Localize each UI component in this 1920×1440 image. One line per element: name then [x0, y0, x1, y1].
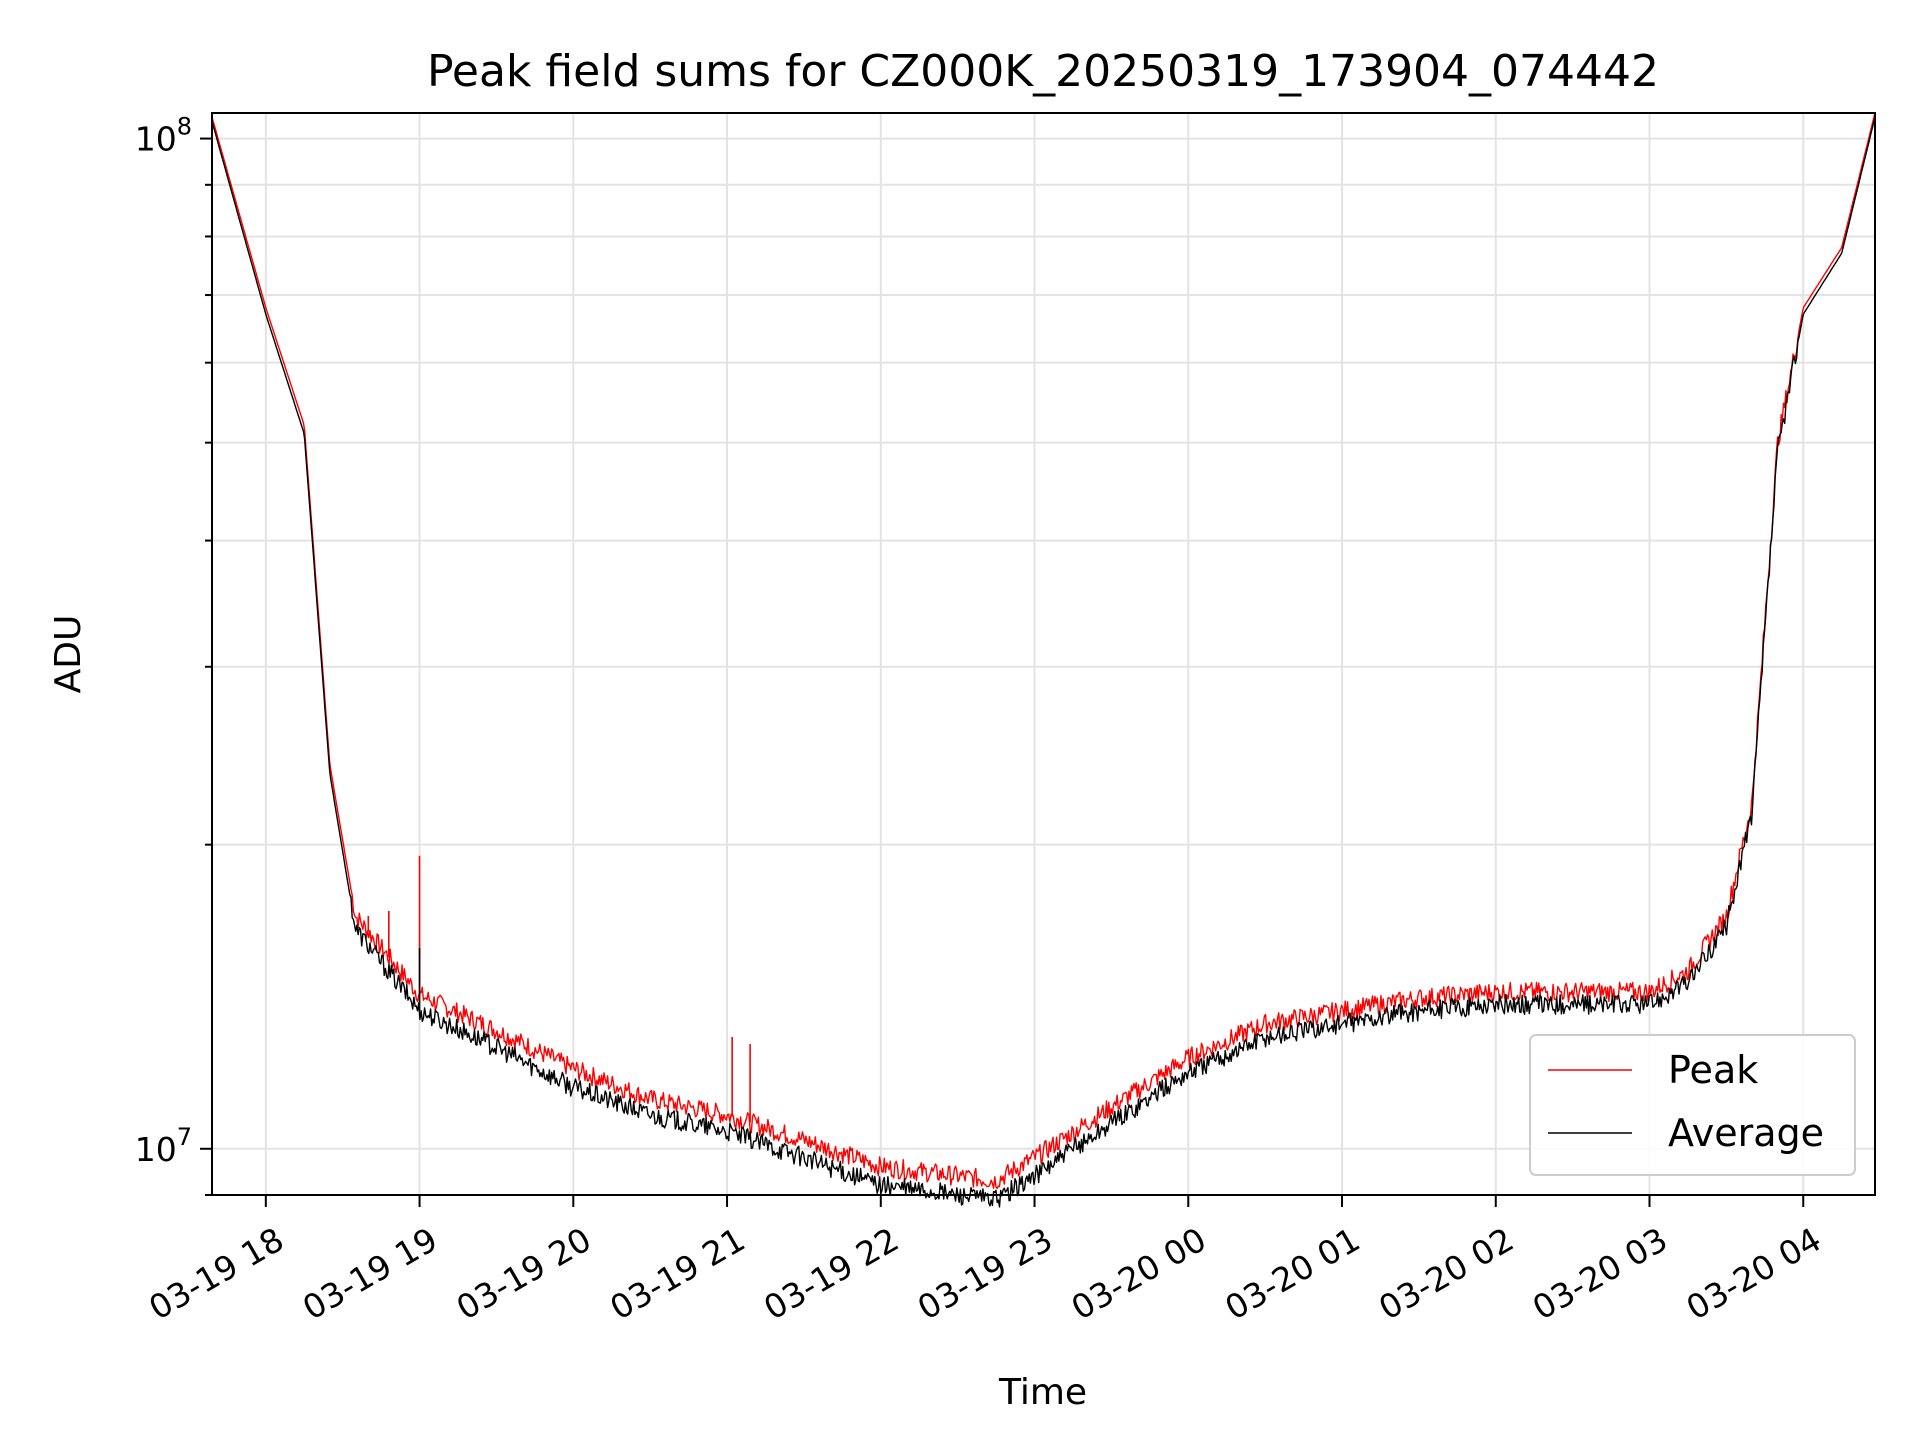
legend: Peak Average: [1529, 1034, 1856, 1176]
plot-area: [211, 112, 1876, 1208]
x-axis-label: Time: [998, 1372, 1087, 1413]
chart-title: Peak field sums for CZ000K_20250319_1739…: [427, 46, 1659, 97]
legend-label-average: Average: [1668, 1111, 1824, 1155]
axes-frame: [211, 112, 1876, 1196]
y-tick-label: 107: [135, 1123, 192, 1169]
series-line-peak: [211, 112, 1876, 1190]
series-line-average: [211, 117, 1876, 1208]
y-axis-label: ADU: [48, 615, 89, 694]
y-tick-label: 108: [135, 113, 192, 159]
legend-label-peak: Peak: [1668, 1048, 1758, 1092]
